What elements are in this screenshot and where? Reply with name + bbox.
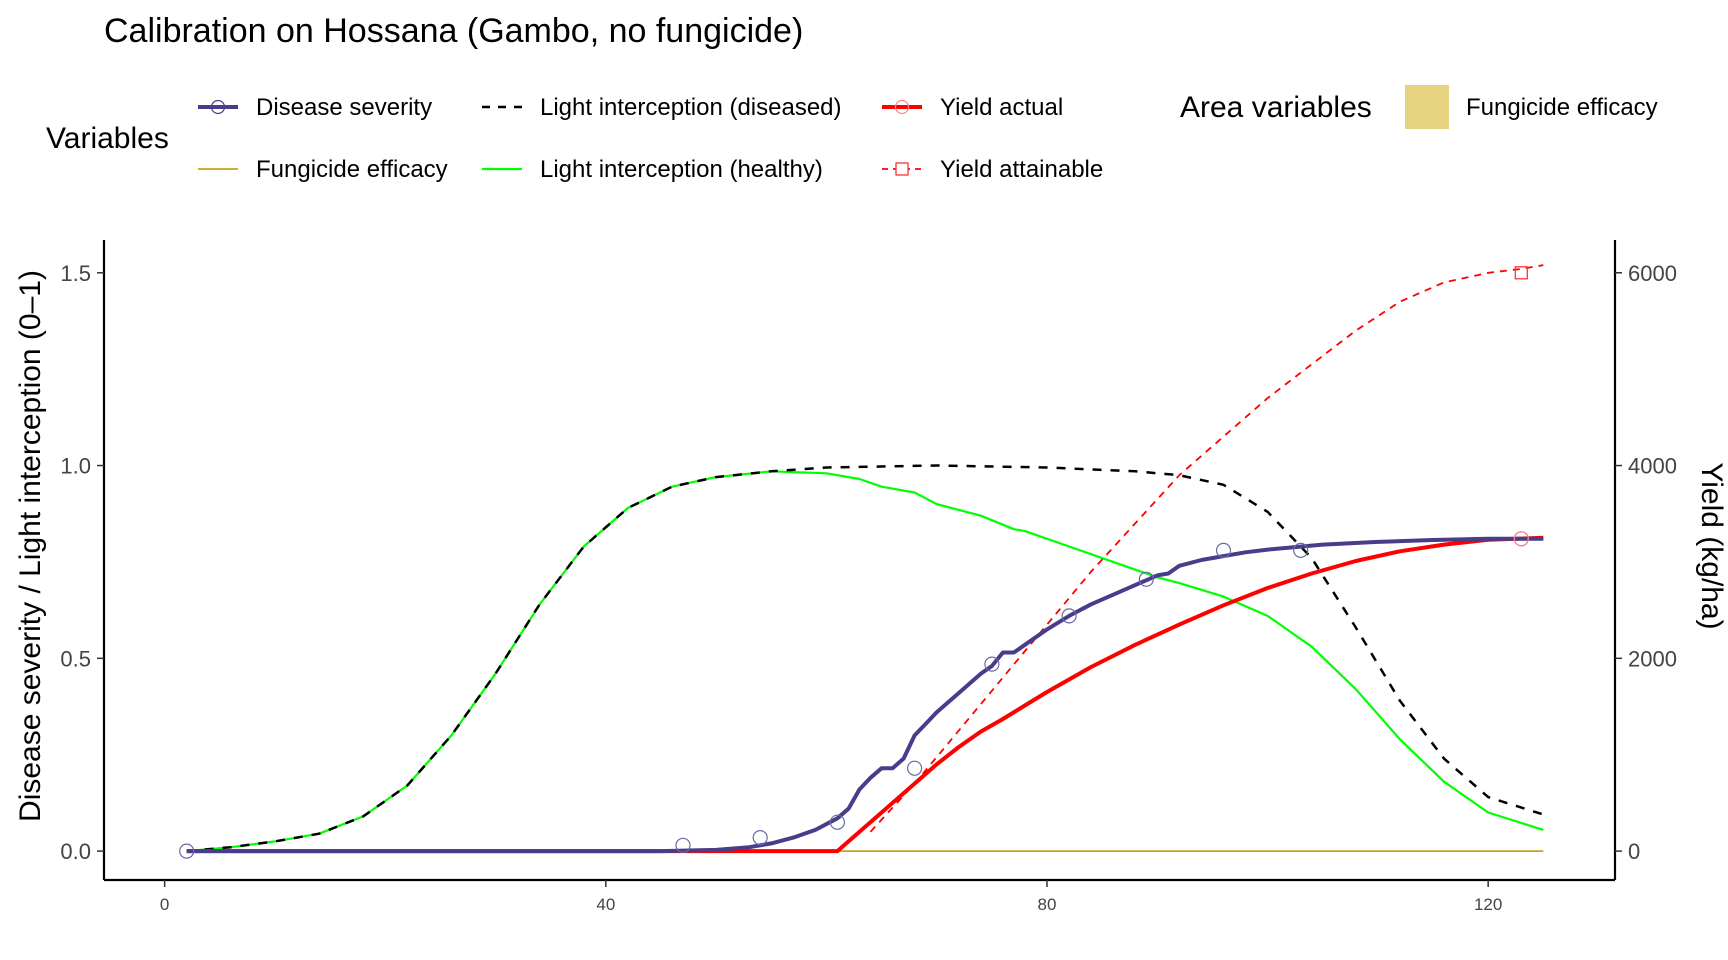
legend-key-yield-attainable-marker xyxy=(895,162,909,176)
x-tick-label: 120 xyxy=(1474,895,1502,914)
y-tick-label: 1.0 xyxy=(60,454,91,479)
disease-obs-point xyxy=(1293,542,1309,559)
legend-label-yield-actual: Yield actual xyxy=(940,94,1063,121)
legend-key-disease-severity-marker xyxy=(210,99,226,115)
series-line-disease xyxy=(186,536,1544,854)
y2-tick-label: 0 xyxy=(1628,839,1640,864)
legend-item-fungicide-efficacy: Fungicide efficacy xyxy=(198,156,448,183)
legend-key-area-fungicide-efficacy xyxy=(1405,85,1449,129)
legend-item-yield-actual: Yield actual xyxy=(882,94,1063,121)
series-line-li-diseased xyxy=(186,464,1544,853)
legend-label-disease-severity: Disease severity xyxy=(256,94,432,121)
x-tick-label: 40 xyxy=(596,895,615,914)
disease-obs-point xyxy=(984,656,1000,672)
legend-item-yield-attainable: Yield attainable xyxy=(882,156,1103,183)
series-layer xyxy=(186,264,1544,854)
axes xyxy=(102,240,1617,882)
disease-obs-point xyxy=(179,843,195,859)
legend-label-light-interception-diseased: Light interception (diseased) xyxy=(540,94,842,121)
y2-tick-label: 6000 xyxy=(1628,261,1677,286)
legend-item-disease-severity: Disease severity xyxy=(198,94,432,121)
disease-obs-point xyxy=(752,829,768,846)
legend: Variables Disease severity Light interce… xyxy=(46,85,1658,183)
y-axis-title: Disease severity / Light interception (0… xyxy=(14,270,47,822)
chart-title: Calibration on Hossana (Gambo, no fungic… xyxy=(104,12,803,50)
legend-item-light-interception-diseased: Light interception (diseased) xyxy=(482,94,842,121)
disease-obs-point xyxy=(829,814,846,830)
y-tick-label: 0.0 xyxy=(60,839,91,864)
yield-actual-obs-point xyxy=(1513,531,1529,547)
disease-obs-point xyxy=(1215,542,1232,559)
legend-item-light-interception-healthy: Light interception (healthy) xyxy=(482,156,823,183)
disease-obs-point xyxy=(1138,571,1154,587)
y2-axis-title: Yield (kg/ha) xyxy=(1695,462,1728,629)
y2-tick-label: 4000 xyxy=(1628,454,1677,479)
disease-obs-point xyxy=(906,760,923,776)
series-line-yield-attainable xyxy=(869,264,1544,833)
ticks: 0 40 80 120 0.0 0.5 1.0 1.5 0 2000 4000 6000 xyxy=(60,261,1677,914)
disease-obs-point xyxy=(1061,608,1077,624)
y-tick-label: 1.5 xyxy=(60,261,91,286)
disease-obs-point xyxy=(675,837,691,853)
x-tick-label: 80 xyxy=(1038,895,1057,914)
legend-key-yield-actual-marker xyxy=(894,99,910,115)
legend-label-yield-attainable: Yield attainable xyxy=(940,156,1103,183)
area-legend-title: Area variables xyxy=(1180,91,1372,124)
legend-title: Variables xyxy=(46,122,169,155)
series-line-yield-actual xyxy=(186,535,1544,854)
marker-layer xyxy=(179,266,1529,859)
legend-label-light-interception-healthy: Light interception (healthy) xyxy=(540,156,823,183)
legend-label-fungicide-efficacy: Fungicide efficacy xyxy=(256,156,448,183)
series-line-li-healthy xyxy=(186,470,1544,853)
yield-attainable-obs-point xyxy=(1514,266,1528,280)
y-tick-label: 0.5 xyxy=(60,646,91,671)
y2-tick-label: 2000 xyxy=(1628,646,1677,671)
x-tick-label: 0 xyxy=(160,895,169,914)
legend-label-area-fungicide-efficacy: Fungicide efficacy xyxy=(1466,94,1658,121)
